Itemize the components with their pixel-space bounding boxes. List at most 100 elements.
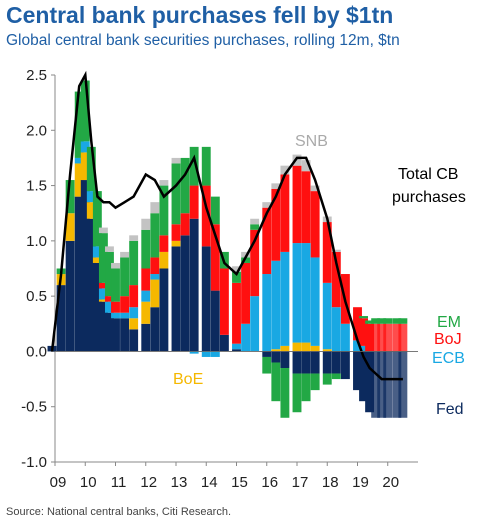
bar-boj bbox=[180, 213, 190, 236]
bar-ecb bbox=[150, 274, 160, 280]
bar-boj bbox=[120, 296, 130, 313]
bar-snb bbox=[150, 202, 160, 214]
bar-em bbox=[262, 356, 272, 374]
bar-ecb bbox=[310, 257, 320, 346]
bar-snb bbox=[310, 185, 320, 192]
bar-em bbox=[250, 224, 260, 230]
bar-fed bbox=[365, 351, 375, 413]
bar-em bbox=[301, 373, 311, 402]
bar-fed bbox=[56, 285, 66, 352]
bar-boj bbox=[331, 251, 341, 308]
x-tick-label: 16 bbox=[261, 474, 278, 491]
bar-ecb bbox=[111, 312, 120, 319]
bar-em bbox=[180, 157, 190, 214]
bar-ecb bbox=[105, 301, 114, 313]
bar-fed bbox=[359, 351, 368, 402]
chart-subtitle: Global central bank securities purchases… bbox=[6, 32, 400, 49]
bar-snb bbox=[159, 180, 169, 186]
bar-boe bbox=[171, 240, 181, 247]
bar-boj bbox=[392, 323, 402, 352]
bar-em bbox=[74, 91, 84, 158]
bar-em bbox=[310, 373, 320, 391]
bar-ecb bbox=[92, 246, 102, 258]
bar-em bbox=[292, 373, 302, 413]
bar-boe bbox=[292, 342, 302, 352]
bar-fed bbox=[219, 334, 229, 352]
bar-boj bbox=[189, 185, 199, 219]
bar-em bbox=[86, 146, 96, 192]
label-em: EM bbox=[437, 314, 461, 331]
bar-fed bbox=[377, 351, 387, 418]
bar-em bbox=[365, 320, 375, 324]
bar-snb bbox=[250, 218, 260, 225]
x-tick-label: 19 bbox=[352, 474, 369, 491]
bar-snb bbox=[98, 227, 108, 234]
x-tick-label: 14 bbox=[201, 474, 218, 491]
bar-snb bbox=[271, 183, 281, 189]
bar-snb bbox=[141, 218, 151, 230]
y-tick-label: 1.0 bbox=[26, 233, 47, 250]
bar-fed bbox=[189, 218, 199, 352]
bar-em bbox=[377, 318, 387, 324]
x-tick-label: 18 bbox=[322, 474, 339, 491]
bar-fed bbox=[301, 351, 311, 374]
bar-snb bbox=[331, 249, 341, 252]
bar-ecb bbox=[210, 351, 220, 357]
x-tick-label: 12 bbox=[140, 474, 157, 491]
bar-fed bbox=[331, 351, 341, 374]
bar-fed bbox=[65, 240, 75, 352]
bar-fed bbox=[310, 351, 320, 374]
x-tick-label: 09 bbox=[50, 474, 67, 491]
bar-fed bbox=[111, 318, 120, 352]
bar-fed bbox=[105, 312, 114, 352]
bar-ecb bbox=[141, 290, 151, 302]
bar-fed bbox=[280, 351, 290, 369]
bar-fed bbox=[129, 329, 139, 352]
bar-em bbox=[189, 146, 199, 186]
bar-boj bbox=[310, 191, 320, 258]
bar-ecb bbox=[331, 307, 341, 352]
bar-fed bbox=[86, 218, 96, 352]
bar-snb bbox=[171, 157, 181, 164]
x-tick-label: 11 bbox=[111, 474, 127, 491]
bar-snb bbox=[292, 154, 302, 166]
bar-fed bbox=[322, 351, 332, 374]
bar-ecb bbox=[98, 288, 108, 300]
label-fed: Fed bbox=[436, 401, 464, 418]
bar-boe bbox=[141, 301, 151, 324]
bar-boe bbox=[65, 213, 75, 241]
bar-em bbox=[65, 180, 75, 214]
bar-boj bbox=[280, 174, 290, 252]
x-tick-label: 17 bbox=[292, 474, 309, 491]
x-tick-label: 10 bbox=[80, 474, 97, 491]
bar-snb bbox=[111, 262, 120, 269]
bar-boe bbox=[301, 342, 311, 352]
bar-fed bbox=[92, 262, 102, 352]
bar-boe bbox=[280, 345, 290, 352]
bar-em bbox=[150, 213, 160, 258]
bar-boj bbox=[398, 323, 408, 352]
bar-boj bbox=[322, 222, 332, 283]
bar-boj bbox=[377, 323, 387, 352]
bar-fed bbox=[392, 351, 402, 418]
bar-boe bbox=[74, 163, 84, 197]
bar-em bbox=[331, 373, 341, 380]
bar-snb bbox=[129, 235, 139, 241]
bar-snb bbox=[120, 251, 130, 258]
bar-snb bbox=[301, 160, 311, 172]
bar-fed bbox=[80, 180, 90, 352]
bar-ecb bbox=[80, 141, 90, 153]
bar-em bbox=[392, 318, 402, 324]
bar-em bbox=[111, 268, 120, 302]
bar-boj bbox=[359, 318, 368, 346]
bar-boe bbox=[322, 349, 332, 352]
y-tick-label: -0.5 bbox=[21, 399, 47, 416]
bar-fed bbox=[353, 351, 362, 391]
bar-boj bbox=[98, 282, 108, 289]
label-total-line2: purchases bbox=[392, 189, 466, 206]
bar-ecb bbox=[271, 260, 281, 350]
bar-ecb bbox=[322, 282, 332, 350]
bar-boe bbox=[150, 279, 160, 308]
bar-ecb bbox=[120, 312, 130, 319]
bar-fed bbox=[98, 301, 108, 352]
